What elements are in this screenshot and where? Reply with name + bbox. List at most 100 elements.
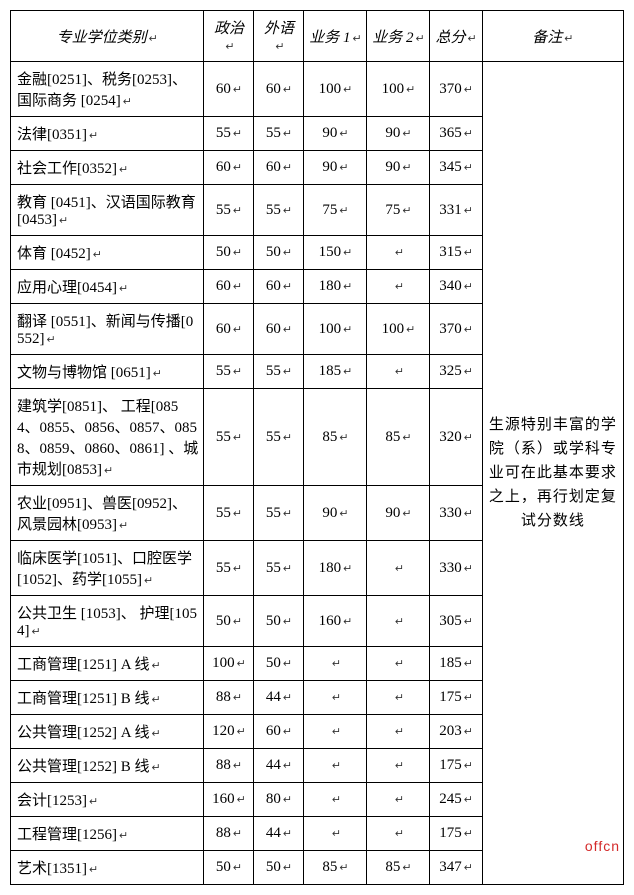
cell-total: 245↵ [430,783,482,817]
cell-biz1: 160↵ [304,596,367,647]
cell-biz1: 180↵ [304,541,367,596]
col-header-4: 业务 2↵ [367,11,430,62]
cell-foreign: 55↵ [254,541,304,596]
cell-foreign: 50↵ [254,236,304,270]
cell-category: 体育 [0452]↵ [11,236,204,270]
col-header-3: 业务 1↵ [304,11,367,62]
cell-politics: 55↵ [204,117,254,151]
cell-politics: 50↵ [204,851,254,885]
table-header-row: 专业学位类别↵政治↵外语↵业务 1↵业务 2↵总分↵备注↵ [11,11,624,62]
cell-total: 175↵ [430,681,482,715]
cell-biz2: ↵ [367,270,430,304]
cell-category: 社会工作[0352]↵ [11,151,204,185]
col-header-1: 政治↵ [204,11,254,62]
cell-biz1: 100↵ [304,304,367,355]
cell-politics: 55↵ [204,486,254,541]
cell-biz2: ↵ [367,715,430,749]
cell-foreign: 50↵ [254,647,304,681]
cell-biz1: ↵ [304,715,367,749]
cell-biz2: ↵ [367,236,430,270]
cell-category: 教育 [0451]、汉语国际教育[0453]↵ [11,185,204,236]
cell-total: 331↵ [430,185,482,236]
cell-biz2: ↵ [367,596,430,647]
cell-biz2: ↵ [367,541,430,596]
cell-category: 临床医学[1051]、口腔医学[1052]、药学[1055]↵ [11,541,204,596]
cell-politics: 60↵ [204,270,254,304]
cell-foreign: 55↵ [254,185,304,236]
cell-politics: 120↵ [204,715,254,749]
cell-biz2: ↵ [367,681,430,715]
cell-biz1: ↵ [304,817,367,851]
cell-foreign: 50↵ [254,851,304,885]
cell-foreign: 55↵ [254,355,304,389]
cell-biz1: 100↵ [304,62,367,117]
cell-biz2: ↵ [367,783,430,817]
cell-total: 185↵ [430,647,482,681]
cell-biz2: 85↵ [367,851,430,885]
cell-total: 175↵ [430,749,482,783]
cell-foreign: 44↵ [254,681,304,715]
cell-biz2: ↵ [367,817,430,851]
cell-category: 工商管理[1251] B 线↵ [11,681,204,715]
cell-total: 330↵ [430,541,482,596]
cell-politics: 60↵ [204,62,254,117]
cell-total: 315↵ [430,236,482,270]
cell-biz2: ↵ [367,647,430,681]
cell-category: 会计[1253]↵ [11,783,204,817]
cell-category: 应用心理[0454]↵ [11,270,204,304]
cell-biz1: 90↵ [304,117,367,151]
cell-politics: 160↵ [204,783,254,817]
cell-politics: 88↵ [204,749,254,783]
cell-category: 公共管理[1252] A 线↵ [11,715,204,749]
col-header-2: 外语↵ [254,11,304,62]
cell-foreign: 44↵ [254,817,304,851]
cell-politics: 50↵ [204,596,254,647]
cell-politics: 55↵ [204,541,254,596]
watermark-text: offcn [585,838,620,854]
cell-category: 农业[0951]、兽医[0952]、风景园林[0953]↵ [11,486,204,541]
cell-biz1: 85↵ [304,851,367,885]
cell-biz1: ↵ [304,749,367,783]
cell-biz1: ↵ [304,647,367,681]
cell-foreign: 60↵ [254,715,304,749]
cell-politics: 60↵ [204,151,254,185]
cell-politics: 100↵ [204,647,254,681]
cell-total: 345↵ [430,151,482,185]
cell-biz2: 85↵ [367,389,430,486]
cell-biz1: 85↵ [304,389,367,486]
cell-biz2: ↵ [367,355,430,389]
cell-foreign: 55↵ [254,486,304,541]
cell-foreign: 44↵ [254,749,304,783]
cell-biz1: 185↵ [304,355,367,389]
cell-foreign: 60↵ [254,304,304,355]
cell-politics: 88↵ [204,817,254,851]
cell-biz1: 90↵ [304,486,367,541]
cell-category: 文物与博物馆 [0651]↵ [11,355,204,389]
cell-category: 法律[0351]↵ [11,117,204,151]
cell-category: 公共管理[1252] B 线↵ [11,749,204,783]
cell-foreign: 60↵ [254,270,304,304]
note-cell: 生源特别丰富的学院（系）或学科专业可在此基本要求之上，再行划定复试分数线 [482,62,623,885]
cell-politics: 60↵ [204,304,254,355]
cell-foreign: 55↵ [254,117,304,151]
cell-total: 203↵ [430,715,482,749]
cell-category: 工程管理[1256]↵ [11,817,204,851]
cell-foreign: 80↵ [254,783,304,817]
cell-politics: 55↵ [204,355,254,389]
cell-biz1: 180↵ [304,270,367,304]
cell-foreign: 55↵ [254,389,304,486]
cell-category: 金融[0251]、税务[0253]、国际商务 [0254]↵ [11,62,204,117]
col-header-0: 专业学位类别↵ [11,11,204,62]
cell-biz1: 90↵ [304,151,367,185]
cell-category: 翻译 [0551]、新闻与传播[0552]↵ [11,304,204,355]
cell-foreign: 60↵ [254,151,304,185]
cell-total: 305↵ [430,596,482,647]
cell-foreign: 50↵ [254,596,304,647]
cell-total: 365↵ [430,117,482,151]
cell-total: 175↵ [430,817,482,851]
cell-biz2: 90↵ [367,486,430,541]
cell-politics: 50↵ [204,236,254,270]
cell-total: 370↵ [430,304,482,355]
cell-total: 330↵ [430,486,482,541]
cell-biz2: 90↵ [367,117,430,151]
